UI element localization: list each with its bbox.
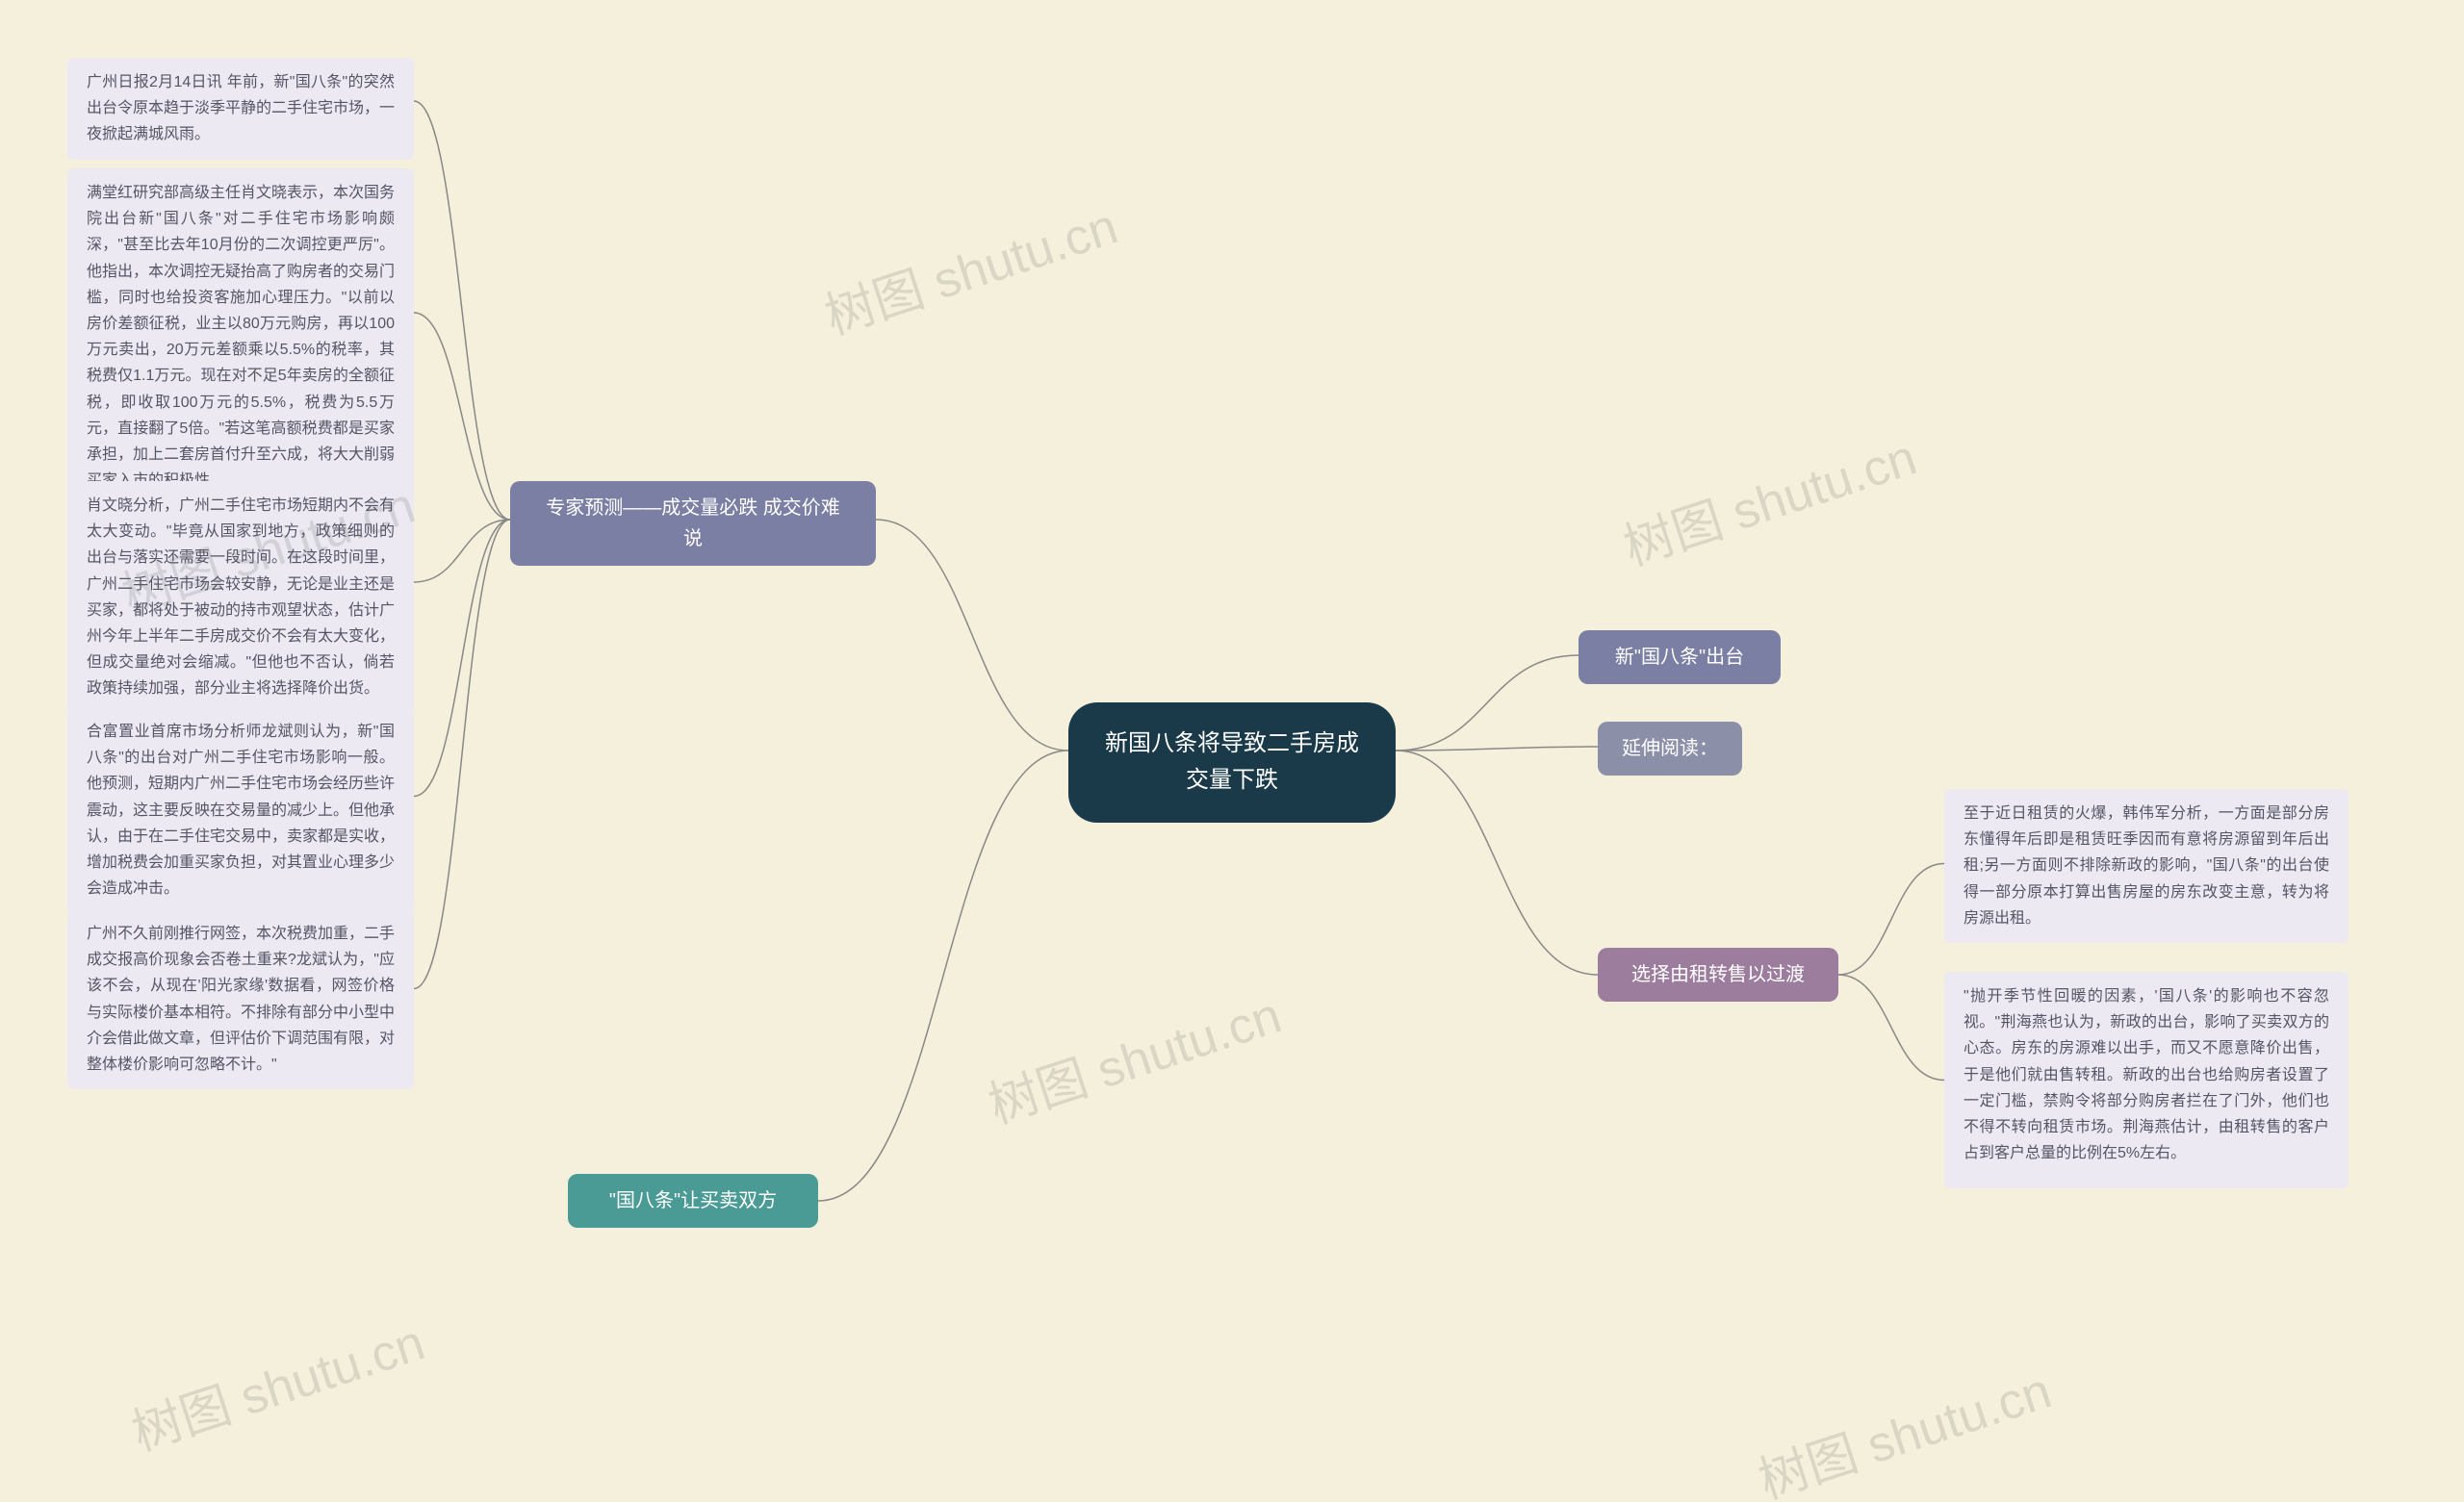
watermark-1: 树图 shutu.cn — [814, 186, 1125, 348]
watermark-3: 树图 shutu.cn — [121, 1302, 432, 1464]
watermark-4: 树图 shutu.cn — [978, 975, 1289, 1137]
leaf-b1-1: 满堂红研究部高级主任肖文晓表示，本次国务院出台新"国八条"对二手住宅市场影响颇深… — [67, 168, 414, 505]
center-node: 新国八条将导致二手房成交量下跌 — [1068, 702, 1396, 823]
watermark-5: 树图 shutu.cn — [1748, 1350, 2059, 1502]
leaf-b1-2: 肖文晓分析，广州二手住宅市场短期内不会有太大变动。"毕竟从国家到地方，政策细则的… — [67, 481, 414, 714]
leaf-b1-0: 广州日报2月14日讯 年前，新"国八条"的突然出台令原本趋于淡季平静的二手住宅市… — [67, 58, 414, 160]
leaf-b5-1: "抛开季节性回暖的因素，'国八条'的影响也不容忽视。"荆海燕也认为，新政的出台，… — [1944, 972, 2348, 1188]
leaf-b1-4: 广州不久前刚推行网签，本次税费加重，二手成交报高价现象会否卷土重来?龙斌认为，"… — [67, 909, 414, 1089]
branch-b1: 专家预测——成交量必跌 成交价难说 — [510, 481, 876, 566]
watermark-2: 树图 shutu.cn — [1613, 417, 1924, 579]
leaf-b1-3: 合富置业首席市场分析师龙斌则认为，新"国八条"的出台对广州二手住宅市场影响一般。… — [67, 707, 414, 913]
branch-b5: 选择由租转售以过渡 — [1598, 948, 1838, 1002]
branch-b3: 新"国八条"出台 — [1578, 630, 1781, 684]
leaf-b5-0: 至于近日租赁的火爆，韩伟军分析，一方面是部分房东懂得年后即是租赁旺季因而有意将房… — [1944, 789, 2348, 943]
branch-b2: "国八条"让买卖双方 — [568, 1174, 818, 1228]
branch-b4: 延伸阅读： — [1598, 722, 1742, 776]
